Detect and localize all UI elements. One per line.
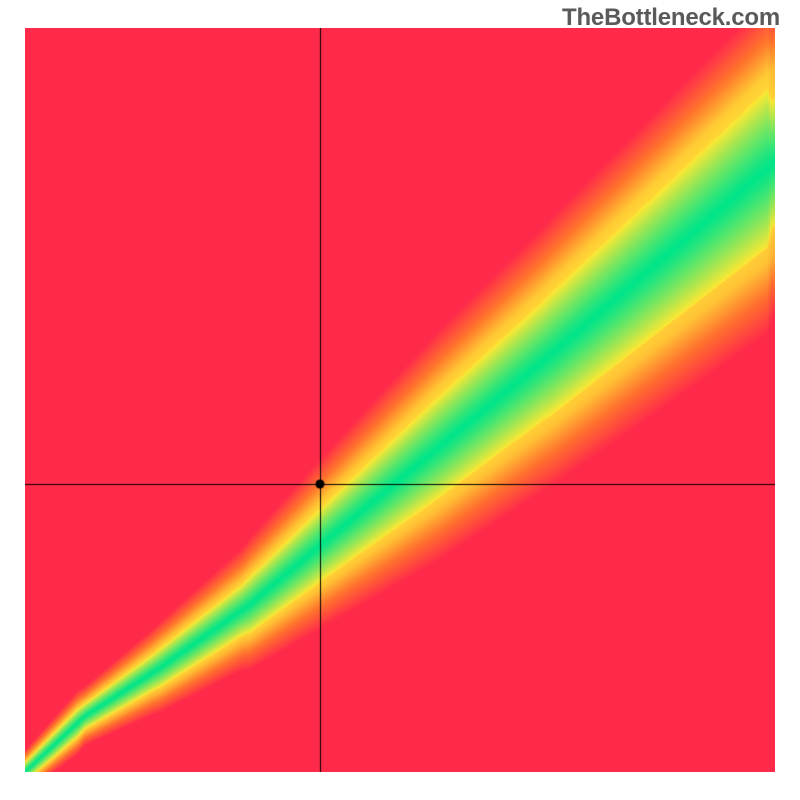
plot-frame: [25, 28, 775, 772]
chart-container: TheBottleneck.com: [0, 0, 800, 800]
watermark-text: TheBottleneck.com: [562, 4, 780, 32]
heatmap-canvas: [25, 28, 775, 772]
